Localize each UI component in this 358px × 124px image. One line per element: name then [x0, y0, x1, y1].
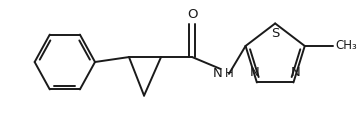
Text: S: S [271, 27, 279, 40]
Text: N: N [290, 66, 300, 79]
Text: N: N [213, 67, 223, 80]
Text: O: O [187, 8, 197, 21]
Text: CH₃: CH₃ [335, 39, 357, 52]
Text: N: N [250, 66, 260, 79]
Text: H: H [225, 67, 234, 80]
